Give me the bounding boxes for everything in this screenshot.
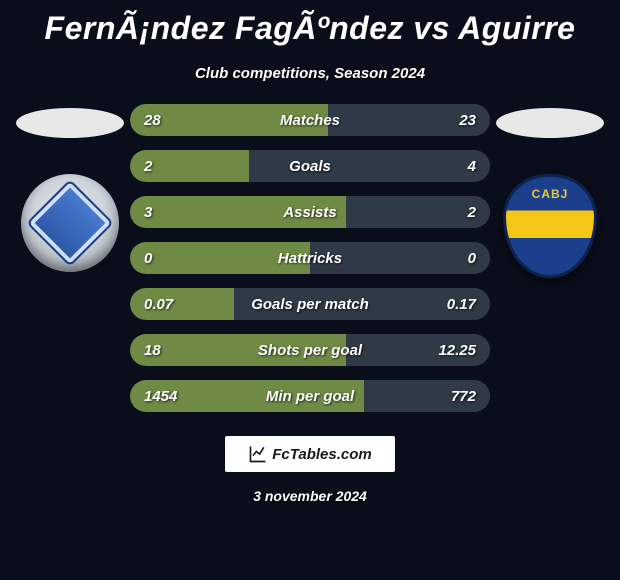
stat-label: Goals per match [130,296,490,313]
right-club-crest [503,174,597,278]
chart-icon [248,444,268,464]
stat-label: Matches [130,112,490,129]
left-player-column [10,104,130,272]
page-title: FernÃ¡ndez FagÃºndez vs Aguirre [0,0,620,47]
page-subtitle: Club competitions, Season 2024 [0,65,620,82]
stat-label: Assists [130,204,490,221]
brand-label: FcTables.com [272,446,371,463]
stat-row: 32Assists [130,196,490,228]
stats-list: 2823Matches 24Goals 32Assists 00Hattricks 0.… [130,104,490,412]
left-player-avatar [16,108,124,138]
comparison-panel: 2823Matches 24Goals 32Assists 00Hattricks 0.… [0,104,620,412]
stat-row: 2823Matches [130,104,490,136]
stat-label: Shots per goal [130,342,490,359]
stat-row: 24Goals [130,150,490,182]
stat-row: 00Hattricks [130,242,490,274]
stat-row: 0.070.17Goals per match [130,288,490,320]
right-player-column [490,104,610,278]
footer-date: 3 november 2024 [0,488,620,504]
stat-label: Goals [130,158,490,175]
left-club-crest [21,174,119,272]
stat-row: 1812.25Shots per goal [130,334,490,366]
brand-badge[interactable]: FcTables.com [225,436,395,472]
stat-label: Min per goal [130,388,490,405]
stat-label: Hattricks [130,250,490,267]
right-player-avatar [496,108,604,138]
stat-row: 1454772Min per goal [130,380,490,412]
